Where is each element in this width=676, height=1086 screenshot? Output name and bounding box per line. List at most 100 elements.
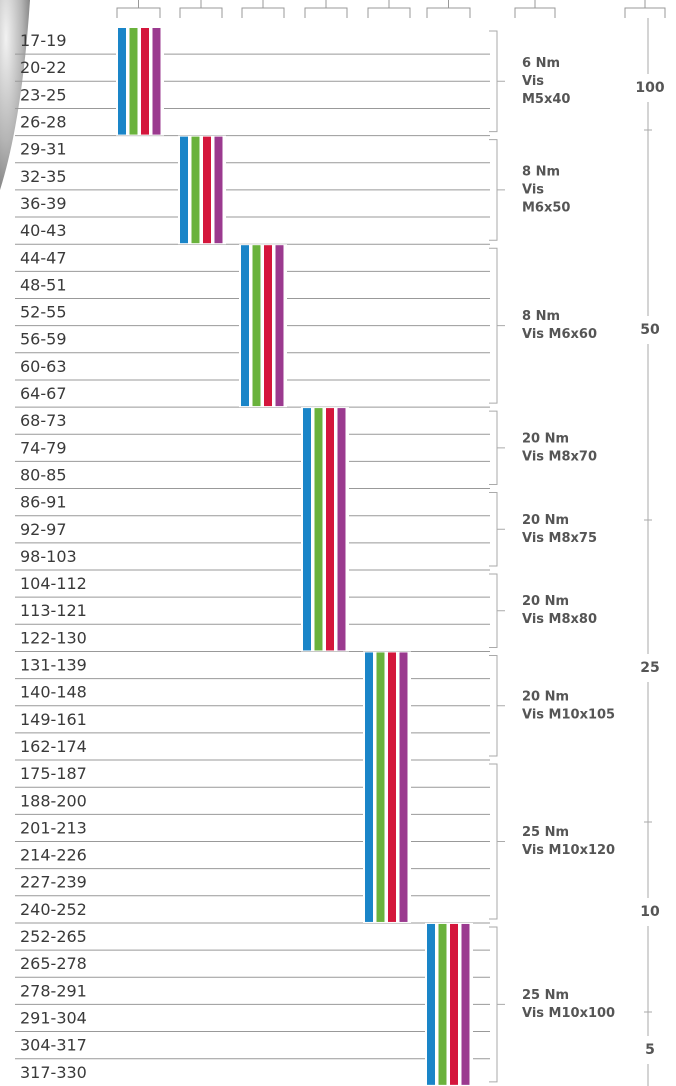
color-stripe: [314, 408, 323, 651]
column-bracket: [426, 0, 471, 18]
row-label: 304-317: [20, 1036, 87, 1055]
row-label: 74-79: [20, 438, 67, 457]
color-stripe: [337, 408, 346, 651]
color-stripe: [427, 923, 435, 1085]
column-bracket: [514, 0, 556, 18]
row-label: 52-55: [20, 303, 67, 322]
torque-text: 6 Nm: [522, 56, 560, 71]
row-label: 32-35: [20, 167, 67, 186]
row-label: 252-265: [20, 927, 87, 946]
color-stripe: [203, 136, 211, 244]
row-label: 29-31: [20, 140, 67, 159]
color-stripe: [303, 408, 311, 651]
color-stripe: [264, 245, 272, 407]
row-label: 291-304: [20, 1008, 87, 1027]
scale-label: 50: [640, 322, 660, 338]
color-stripe: [365, 652, 373, 922]
group-bracket: [489, 30, 505, 133]
color-stripe: [461, 923, 470, 1085]
torque-text: M5x40: [522, 92, 570, 107]
row-label: 86-91: [20, 493, 67, 512]
torque-text: 25 Nm: [522, 825, 569, 840]
torque-text: M6x50: [522, 200, 570, 215]
color-stripe: [180, 136, 188, 244]
row-label: 175-187: [20, 764, 87, 783]
row-label: 68-73: [20, 411, 67, 430]
color-stripe: [129, 28, 138, 135]
column-bracket: [241, 0, 285, 18]
row-label: 227-239: [20, 873, 87, 892]
row-label: 113-121: [20, 601, 87, 620]
torque-text: Vis M8x80: [522, 612, 597, 627]
color-stripe: [214, 136, 223, 244]
row-label: 98-103: [20, 547, 77, 566]
color-stripe: [191, 136, 200, 244]
row-label: 92-97: [20, 520, 67, 539]
row-label: 44-47: [20, 248, 67, 267]
row-label: 64-67: [20, 384, 67, 403]
row-label: 36-39: [20, 194, 67, 213]
row-label: 201-213: [20, 818, 87, 837]
color-stripe: [388, 652, 396, 922]
torque-text: Vis: [522, 182, 544, 197]
torque-text: Vis M10x100: [522, 1006, 615, 1021]
column-bracket: [304, 0, 348, 18]
product-image: [0, 0, 30, 190]
column-bracket: [367, 0, 411, 18]
color-stripe: [450, 923, 458, 1085]
torque-text: Vis M10x120: [522, 843, 615, 858]
color-stripe: [376, 652, 385, 922]
row-label: 104-112: [20, 574, 87, 593]
column-bracket: [624, 0, 666, 18]
color-stripe: [152, 28, 161, 135]
color-stripe: [326, 408, 334, 651]
row-label: 214-226: [20, 846, 87, 865]
scale-label: 5: [645, 1042, 655, 1058]
color-stripe: [241, 245, 249, 407]
group-bracket: [489, 926, 505, 1083]
torque-text: Vis M8x70: [522, 449, 597, 464]
torque-text: 20 Nm: [522, 513, 569, 528]
row-label: 40-43: [20, 221, 67, 240]
row-label: 60-63: [20, 357, 67, 376]
color-stripe: [399, 652, 408, 922]
scale-label: 25: [640, 660, 659, 676]
row-label: 265-278: [20, 954, 87, 973]
color-stripe: [252, 245, 261, 407]
row-label: 56-59: [20, 330, 67, 349]
column-bracket: [179, 0, 223, 18]
group-bracket: [489, 763, 505, 920]
row-label: 17-19: [20, 31, 67, 50]
color-stripe: [275, 245, 284, 407]
row-label: 131-139: [20, 656, 87, 675]
group-bracket: [489, 410, 505, 486]
group-bracket: [489, 573, 505, 648]
row-label: 140-148: [20, 683, 87, 702]
row-label: 80-85: [20, 465, 67, 484]
torque-text: 8 Nm: [522, 309, 560, 324]
torque-text: 25 Nm: [522, 988, 569, 1003]
color-stripe: [118, 28, 126, 135]
color-stripe: [438, 923, 447, 1085]
torque-text: Vis: [522, 74, 544, 89]
row-label: 48-51: [20, 275, 67, 294]
row-label: 188-200: [20, 791, 87, 810]
row-label: 26-28: [20, 113, 67, 132]
row-label: 240-252: [20, 900, 87, 919]
torque-text: 20 Nm: [522, 594, 569, 609]
torque-text: Vis M6x60: [522, 327, 597, 342]
group-bracket: [489, 139, 505, 241]
row-label: 149-161: [20, 710, 87, 729]
row-label: 122-130: [20, 628, 87, 647]
row-label: 23-25: [20, 85, 67, 104]
torque-text: Vis M8x75: [522, 531, 597, 546]
row-label: 278-291: [20, 981, 87, 1000]
column-bracket: [116, 0, 161, 18]
torque-text: 20 Nm: [522, 689, 569, 704]
row-label: 20-22: [20, 58, 67, 77]
scale-label: 10: [640, 904, 660, 920]
torque-text: 8 Nm: [522, 164, 560, 179]
torque-text: Vis M10x105: [522, 707, 615, 722]
color-stripe: [141, 28, 149, 135]
